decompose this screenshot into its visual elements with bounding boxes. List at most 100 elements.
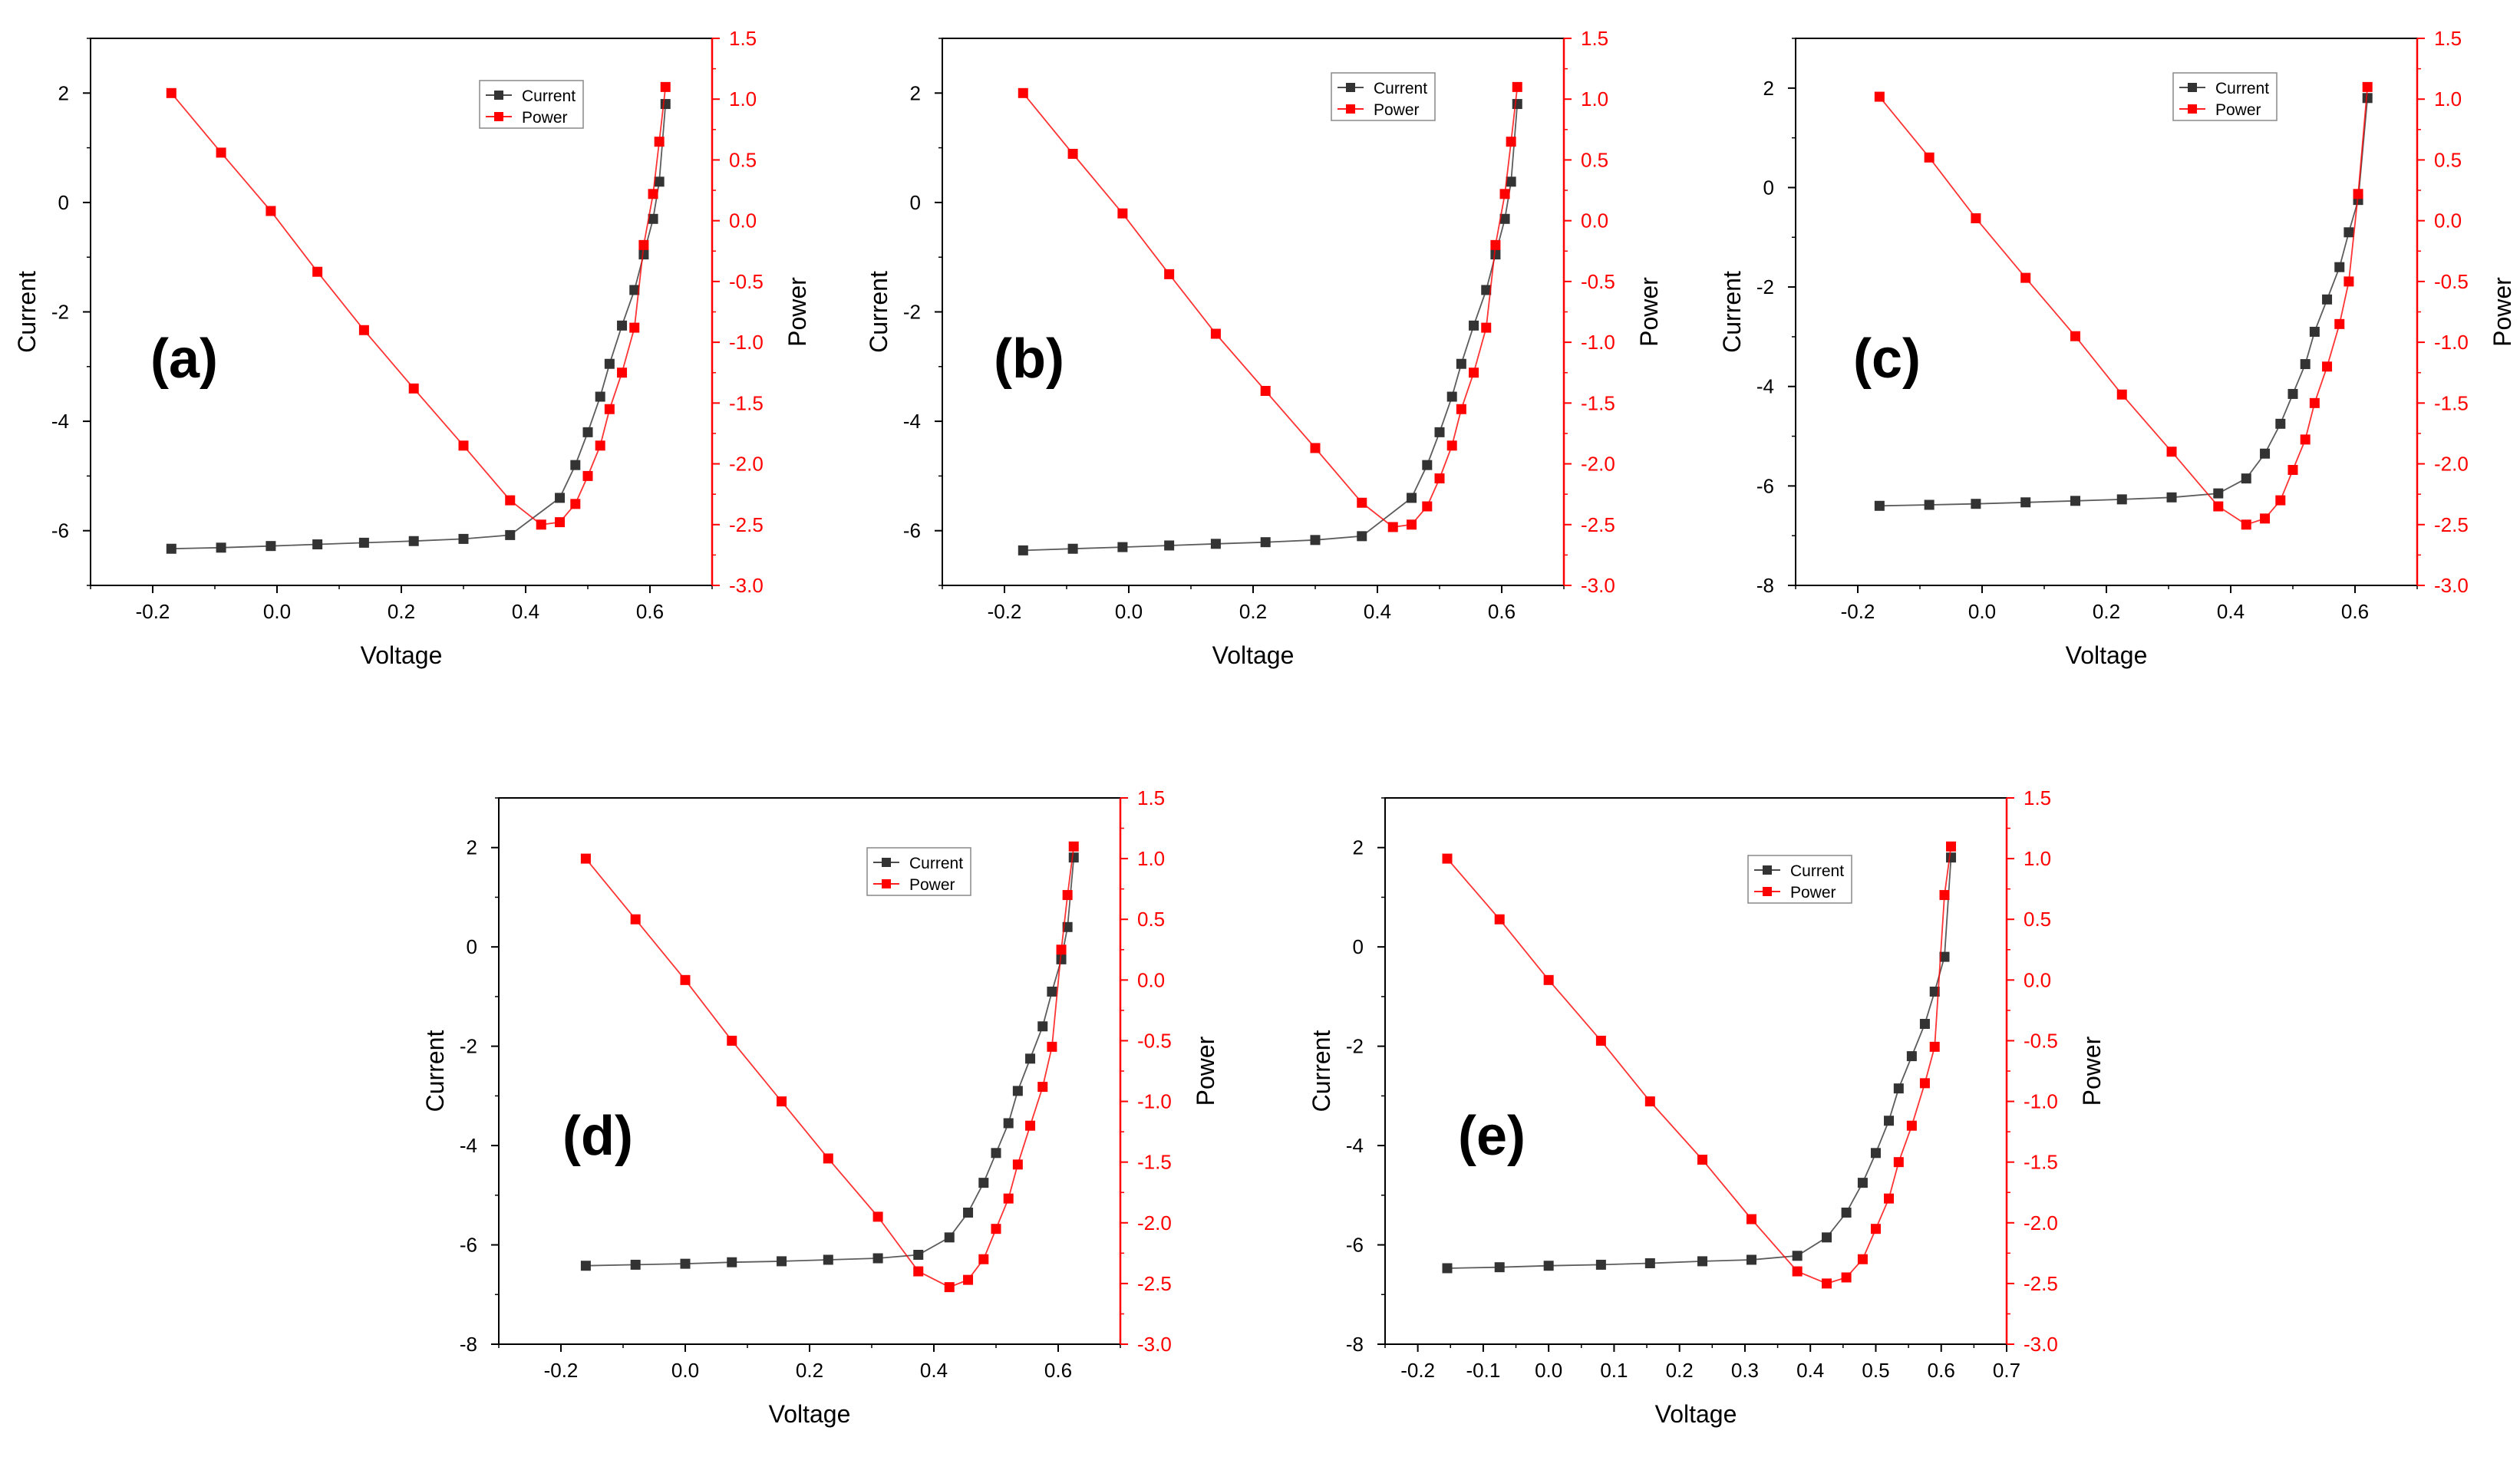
data-point-current [1499,213,1510,224]
data-point-power [1506,137,1516,147]
data-point-current [2362,93,2373,104]
y2-tick-label: -0.5 [1137,1029,1172,1052]
x-tick-label: 0.4 [512,600,539,623]
y2-tick-label: -2.0 [1581,453,1615,476]
x-tick-label: 0.6 [1928,1359,1955,1382]
data-point-current [1595,1259,1606,1270]
series-line-power [170,87,667,526]
data-point-current [216,542,226,553]
data-point-power [1939,890,1950,901]
data-point-power [1025,1120,1036,1131]
data-point-power [872,1211,883,1222]
plot-frame [1795,38,2418,586]
data-point-current [1025,1053,1036,1064]
plot-frame [942,38,1565,586]
data-point-power [1117,208,1128,219]
x-tick-label: -0.2 [136,600,170,623]
x-tick-label: 0.1 [1600,1359,1628,1382]
data-point-current [2116,494,2127,505]
x-tick-label: -0.2 [988,600,1022,623]
data-point-power [2020,272,2031,283]
data-point-power [944,1282,955,1293]
y-tick-label: -4 [1756,375,1774,398]
data-point-power [1062,890,1073,901]
data-point-current [630,1259,641,1270]
y-tick-label: -2 [51,301,69,324]
data-point-power [2344,276,2354,287]
y-tick-label: 2 [467,836,477,859]
data-point-power [536,519,546,530]
panel-label: (a) [150,328,218,390]
y2-tick-label: 1.0 [2024,847,2051,870]
data-point-current [312,539,323,550]
data-point-power [630,914,641,925]
data-point-power [2287,464,2298,475]
data-point-current [2070,496,2080,506]
legend-box [479,80,584,129]
y2-tick-label: -1.5 [1581,391,1615,414]
series-line-power [1878,87,2369,526]
data-point-current [1434,427,1445,437]
y2-tick-label: -3.0 [2434,574,2469,597]
data-point-power [660,81,671,92]
chart-panel-e: -0.2 -0.1 0.0 0.1 0.2 0.3 0.4 0.5 0.6 0.7 -8 -6 -4 -2… [1308,786,2106,1428]
data-point-power [2309,397,2320,408]
y2-tick-label: 1.0 [729,87,757,110]
y2-tick-label: -1.5 [2024,1151,2058,1174]
data-point-current [570,460,581,470]
data-point-power [2241,519,2251,530]
data-point-power [2353,189,2363,199]
legend-label-current: Current [2215,80,2269,97]
chart-panel-a: -0.2 0.0 0.2 0.4 0.6 -6 -4 -2 0 2 1.5 1.0 0.5 0.0 -0.5… [13,27,811,669]
data-point-current [1857,1178,1868,1188]
data-point-current [1068,852,1079,863]
x-tick-label: 0.6 [1044,1359,1072,1382]
y-tick-label: -2 [460,1035,477,1058]
y2-tick-label: 1.0 [1137,847,1165,870]
chart-panel-b: -0.2 0.0 0.2 0.4 0.6 -6 -4 -2 0 2 1.5 1.0 0.5 0.0 -0.5… [865,27,1663,669]
data-point-power [1067,149,1078,160]
legend: Current Power [1331,72,1436,121]
series-line-power [585,846,1075,1288]
data-point-power [963,1274,974,1285]
data-point-power [1884,1193,1895,1204]
y2-tick-label: -2.5 [2434,513,2469,536]
y2-axis-title: Power [1635,277,1663,347]
legend: Current Power [866,847,971,896]
y-tick-label: 2 [910,81,921,104]
data-point-power [408,383,419,394]
series-line-current [585,857,1075,1267]
data-point-power [1946,841,1957,852]
data-point-current [1210,539,1221,549]
data-point-current [1919,1019,1930,1030]
y-tick-label: 2 [58,81,69,104]
data-point-current [654,176,665,187]
data-point-current [777,1256,787,1267]
data-point-power [582,470,593,481]
x-tick-label: 0.2 [1666,1359,1694,1382]
x-tick-label: 0.0 [671,1359,699,1382]
y2-tick-label: 0.5 [2434,148,2462,171]
y-tick-label: -4 [51,410,69,433]
data-point-power [604,404,615,414]
y2-tick-label: 1.5 [2434,27,2462,50]
data-point-current [2260,448,2271,459]
y2-tick-label: -2.5 [1581,513,1615,536]
y2-tick-label: 0.5 [1581,148,1608,171]
data-point-power [1971,213,1981,223]
data-point-current [2322,294,2333,305]
x-tick-label: 0.7 [1993,1359,2020,1382]
y2-tick-label: -1.0 [2434,331,2469,354]
data-point-power [1499,189,1510,199]
y-tick-label: 2 [1763,77,1774,100]
x-tick-label: 0.0 [1115,600,1143,623]
data-point-power [1422,501,1433,512]
y-tick-label: -4 [903,410,921,433]
data-point-power [1357,497,1367,508]
x-tick-label: 0.4 [1364,600,1391,623]
y2-tick-label: 0.5 [2024,908,2051,931]
data-point-power [680,974,691,985]
legend-label-current: Current [522,87,576,105]
y2-tick-label: -2.0 [2434,453,2469,476]
legend-label-current: Current [909,855,963,872]
